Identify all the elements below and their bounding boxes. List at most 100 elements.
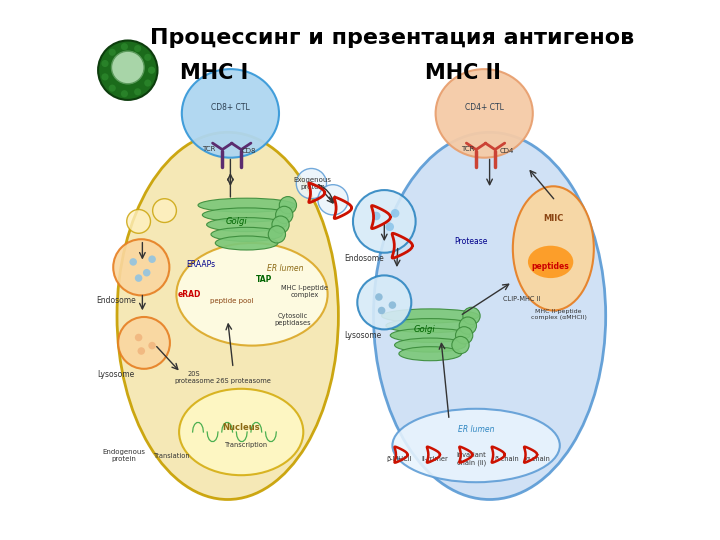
Circle shape (297, 168, 327, 199)
Text: Golgi: Golgi (226, 217, 248, 226)
Text: МНС I: МНС I (180, 63, 248, 83)
Text: MHC I-peptide
complex: MHC I-peptide complex (281, 285, 328, 298)
Text: β-MHCII: β-MHCII (387, 456, 412, 462)
Circle shape (121, 43, 128, 50)
Ellipse shape (513, 186, 594, 310)
Text: Процессинг и презентация антигенов: Процессинг и презентация антигенов (150, 28, 634, 48)
Circle shape (102, 73, 109, 80)
Circle shape (102, 60, 109, 67)
Circle shape (276, 206, 293, 224)
Ellipse shape (198, 198, 295, 212)
Circle shape (456, 327, 473, 344)
Circle shape (148, 66, 155, 74)
Circle shape (144, 54, 151, 61)
Text: peptides: peptides (532, 262, 570, 271)
Circle shape (134, 45, 141, 52)
Text: Cytosolic
peptidases: Cytosolic peptidases (274, 313, 311, 326)
Circle shape (109, 85, 116, 92)
Text: Translation: Translation (154, 453, 190, 460)
Circle shape (272, 216, 289, 233)
Text: Transcription: Transcription (225, 442, 268, 449)
Text: ERAAPs: ERAAPs (186, 260, 215, 269)
Text: Invariant
chain (Ii): Invariant chain (Ii) (456, 453, 486, 465)
Text: Lysosome: Lysosome (97, 370, 135, 379)
Ellipse shape (202, 208, 291, 222)
Ellipse shape (207, 218, 287, 232)
Circle shape (144, 79, 151, 86)
Circle shape (134, 88, 141, 96)
Circle shape (269, 226, 286, 243)
Circle shape (143, 269, 150, 276)
Text: CD4+ CTL: CD4+ CTL (465, 104, 503, 112)
Text: МНС II: МНС II (425, 63, 500, 83)
Circle shape (121, 90, 128, 97)
Circle shape (130, 258, 137, 266)
Text: TCR: TCR (202, 146, 215, 152)
Ellipse shape (176, 243, 328, 346)
Circle shape (138, 347, 145, 355)
Text: Endosome: Endosome (344, 254, 384, 262)
Text: Endogenous
protein: Endogenous protein (102, 449, 145, 462)
Text: CD8: CD8 (242, 148, 256, 154)
Circle shape (127, 210, 150, 233)
Ellipse shape (436, 69, 533, 158)
Text: peptide pool: peptide pool (210, 298, 253, 304)
Circle shape (357, 275, 411, 329)
Text: 26S proteasome: 26S proteasome (217, 377, 271, 384)
Circle shape (148, 66, 155, 74)
Text: CLIP-MHC II: CLIP-MHC II (503, 295, 541, 302)
Text: β-chain: β-chain (495, 456, 519, 462)
Text: Endosome: Endosome (96, 296, 136, 305)
Ellipse shape (399, 347, 462, 361)
Text: CD4: CD4 (500, 148, 514, 154)
Text: Exogenous
protein: Exogenous protein (294, 177, 331, 190)
Ellipse shape (392, 409, 560, 482)
Ellipse shape (374, 132, 606, 500)
Circle shape (389, 301, 396, 309)
Circle shape (112, 51, 144, 84)
Text: 20S
proteasome: 20S proteasome (174, 372, 215, 384)
Text: Golgi: Golgi (414, 325, 436, 334)
Text: Lysosome: Lysosome (345, 332, 382, 340)
Circle shape (463, 307, 480, 325)
Circle shape (391, 209, 400, 218)
Ellipse shape (179, 389, 303, 475)
Text: α-chain: α-chain (526, 456, 551, 462)
Circle shape (135, 334, 143, 341)
Text: TCR: TCR (462, 146, 474, 152)
Circle shape (279, 197, 297, 214)
Text: Protease: Protease (454, 238, 487, 246)
Text: Nucleus: Nucleus (222, 423, 260, 432)
Ellipse shape (390, 328, 470, 342)
Text: II-trimer: II-trimer (421, 456, 448, 462)
Circle shape (153, 199, 176, 222)
Text: ER lumen: ER lumen (267, 265, 304, 273)
Ellipse shape (181, 69, 279, 158)
Ellipse shape (382, 309, 479, 323)
Circle shape (318, 185, 348, 215)
Text: CD8+ CTL: CD8+ CTL (211, 104, 250, 112)
Circle shape (113, 239, 169, 295)
Circle shape (148, 255, 156, 263)
Text: MHC II-peptide
complex (αMHCII): MHC II-peptide complex (αMHCII) (531, 309, 587, 320)
Circle shape (375, 293, 383, 301)
Ellipse shape (528, 246, 573, 278)
Ellipse shape (211, 227, 282, 241)
Circle shape (148, 342, 156, 349)
Text: ER lumen: ER lumen (458, 425, 495, 434)
Ellipse shape (395, 338, 466, 352)
Circle shape (353, 190, 415, 253)
Text: MIIC: MIIC (543, 214, 564, 223)
Circle shape (372, 212, 380, 220)
Circle shape (385, 222, 394, 231)
Text: TAP: TAP (256, 275, 272, 284)
Ellipse shape (386, 319, 474, 333)
Ellipse shape (117, 132, 338, 500)
Text: eRAD: eRAD (177, 290, 200, 299)
Circle shape (135, 274, 143, 282)
Circle shape (452, 336, 469, 354)
Circle shape (118, 317, 170, 369)
Circle shape (109, 49, 116, 56)
Circle shape (98, 40, 158, 100)
Circle shape (459, 317, 477, 334)
